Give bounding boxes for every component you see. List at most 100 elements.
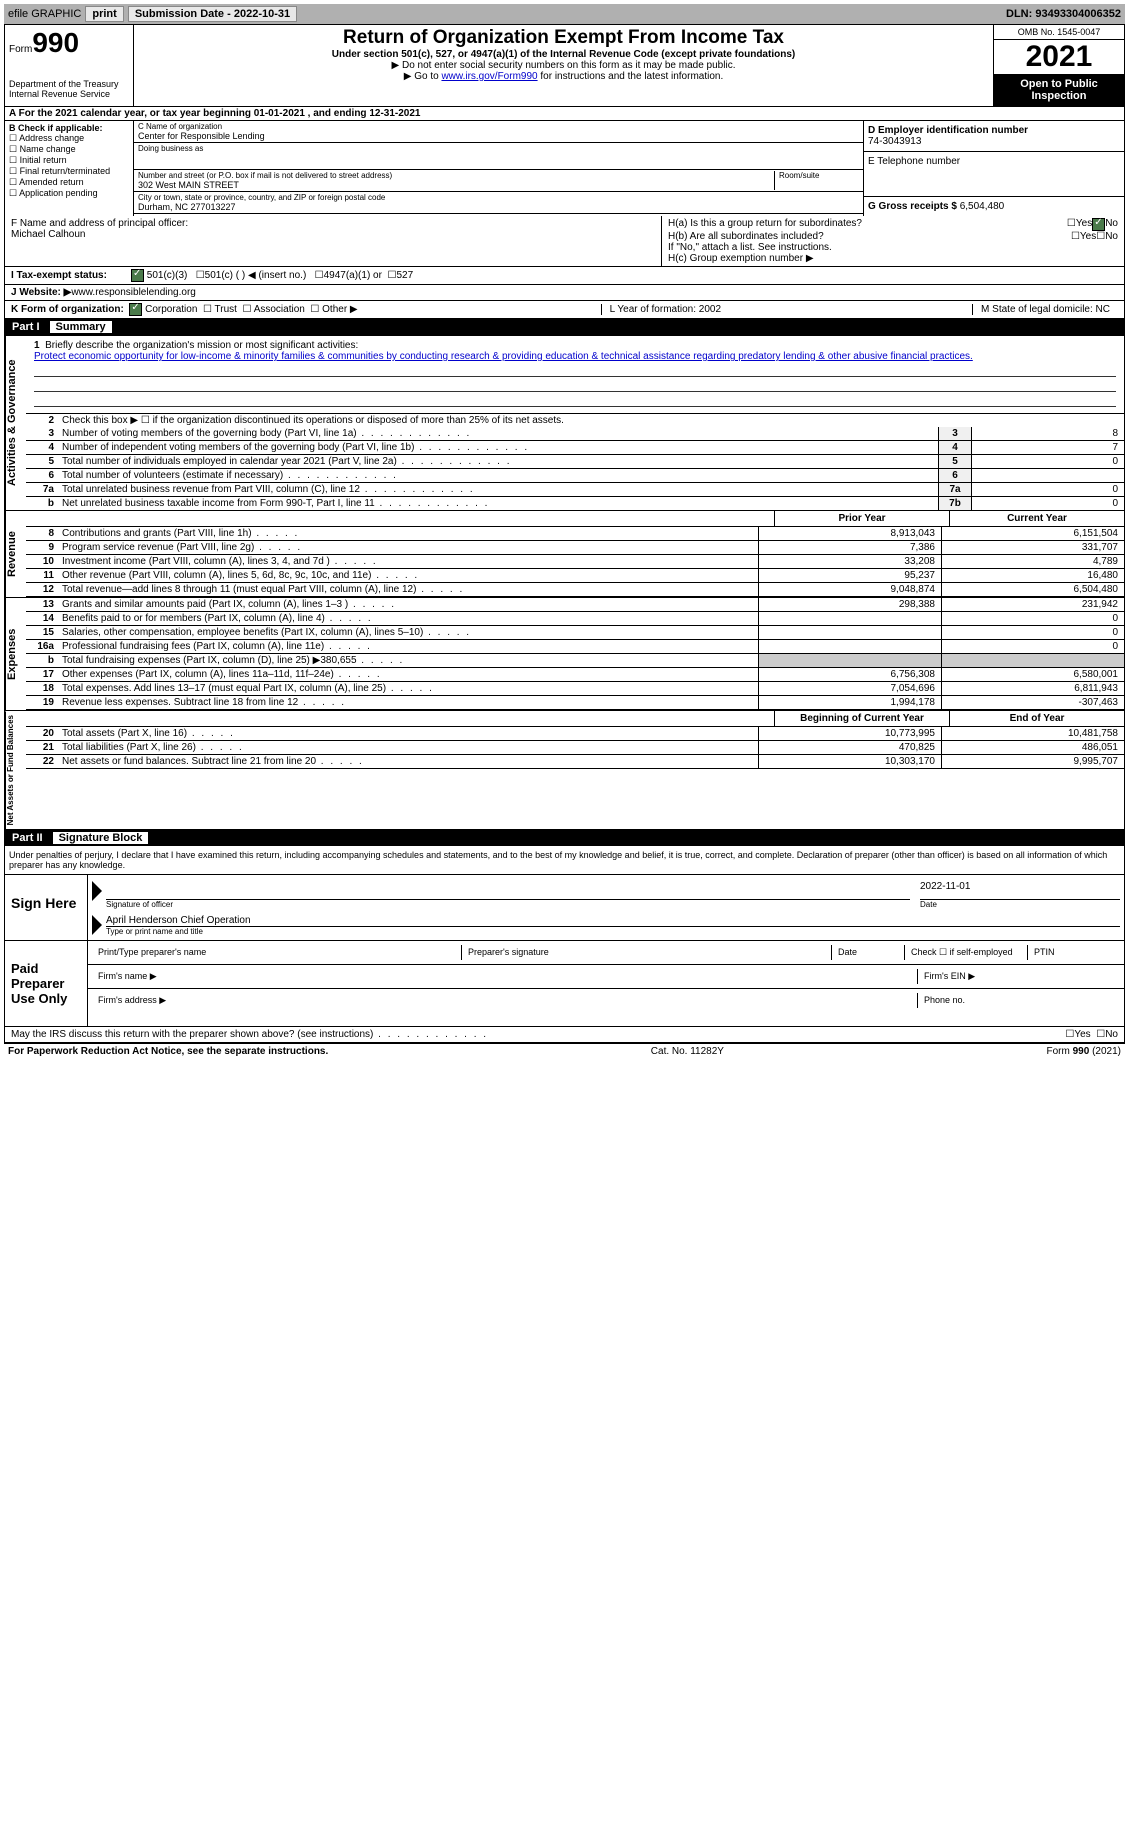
- row-a: A For the 2021 calendar year, or tax yea…: [4, 107, 1125, 121]
- check-amended[interactable]: ☐ Amended return: [9, 177, 129, 188]
- box-c: C Name of organization Center for Respon…: [134, 121, 863, 216]
- irs-label: Internal Revenue Service: [9, 89, 129, 99]
- ssn-note: ▶ Do not enter social security numbers o…: [136, 60, 991, 71]
- corp-check[interactable]: [129, 303, 142, 316]
- gross-receipts: 6,504,480: [960, 201, 1005, 212]
- summary-line: 22Net assets or fund balances. Subtract …: [26, 755, 1124, 769]
- sign-here: Sign Here Signature of officer 2022-11-0…: [4, 874, 1125, 941]
- dept-label: Department of the Treasury: [9, 79, 129, 89]
- form-ref: Form 990 (2021): [1047, 1046, 1121, 1057]
- row-j: J Website: ▶ www.responsiblelending.org: [4, 285, 1125, 301]
- goto-note: ▶ Go to www.irs.gov/Form990 for instruct…: [136, 71, 991, 82]
- self-employed-check[interactable]: Check ☐ if self-employed: [905, 945, 1028, 960]
- line-1: 1 Briefly describe the organization's mi…: [26, 336, 1124, 414]
- box-f: F Name and address of principal officer:…: [5, 216, 661, 266]
- efile-label: efile GRAPHIC: [8, 8, 81, 20]
- sig-name: April Henderson Chief Operation: [106, 915, 1120, 927]
- part1-header: Part I Summary: [4, 319, 1125, 335]
- sig-arrow-icon: [92, 881, 102, 901]
- tab-revenue: Revenue: [5, 511, 26, 597]
- paid-preparer: Paid Preparer Use Only Print/Type prepar…: [4, 941, 1125, 1027]
- irs-link[interactable]: www.irs.gov/Form990: [441, 71, 537, 82]
- firm-name-label: Firm's name ▶: [92, 969, 918, 984]
- firm-addr-label: Firm's address ▶: [92, 993, 918, 1008]
- form-id-box: Form990 Department of the Treasury Inter…: [5, 25, 134, 106]
- summary-line: 5Total number of individuals employed in…: [26, 455, 1124, 469]
- sig-date: 2022-11-01: [920, 881, 1120, 900]
- summary-line: 7aTotal unrelated business revenue from …: [26, 483, 1124, 497]
- section-b-to-g: B Check if applicable: ☐ Address change …: [4, 121, 1125, 216]
- tab-netassets: Net Assets or Fund Balances: [5, 711, 26, 829]
- summary-line: 8Contributions and grants (Part VIII, li…: [26, 527, 1124, 541]
- form-title: Return of Organization Exempt From Incom…: [136, 27, 991, 49]
- 501c3-check[interactable]: [131, 269, 144, 282]
- mission-desc: Protect economic opportunity for low-inc…: [34, 351, 973, 362]
- summary-line: 14Benefits paid to or for members (Part …: [26, 612, 1124, 626]
- open-inspection: Open to Public Inspection: [994, 74, 1124, 106]
- officer-name: Michael Calhoun: [11, 229, 655, 240]
- col-prior: Prior Year: [774, 511, 949, 526]
- prep-date-label: Date: [832, 945, 905, 960]
- summary-line: 16aProfessional fundraising fees (Part I…: [26, 640, 1124, 654]
- check-final[interactable]: ☐ Final return/terminated: [9, 166, 129, 177]
- omb-label: OMB No. 1545-0047: [994, 25, 1124, 40]
- org-city: Durham, NC 277013227: [138, 202, 859, 212]
- phone-label: E Telephone number: [868, 156, 1120, 167]
- sig-officer-label: Signature of officer: [106, 900, 910, 909]
- activities-governance: Activities & Governance 1 Briefly descri…: [4, 335, 1125, 511]
- website-url: www.responsiblelending.org: [71, 287, 196, 298]
- expenses-section: Expenses 13Grants and similar amounts pa…: [4, 598, 1125, 711]
- box-h: H(a) Is this a group return for subordin…: [661, 216, 1124, 266]
- cat-no: Cat. No. 11282Y: [651, 1046, 724, 1057]
- summary-line: 12Total revenue—add lines 8 through 11 (…: [26, 583, 1124, 597]
- summary-line: bTotal fundraising expenses (Part IX, co…: [26, 654, 1124, 668]
- print-button[interactable]: print: [85, 6, 123, 22]
- tab-expenses: Expenses: [5, 598, 26, 710]
- submission-date: Submission Date - 2022-10-31: [128, 6, 297, 22]
- ha-no-check[interactable]: [1092, 218, 1105, 231]
- check-name[interactable]: ☐ Name change: [9, 144, 129, 155]
- summary-line: 18Total expenses. Add lines 13–17 (must …: [26, 682, 1124, 696]
- section-f-h: F Name and address of principal officer:…: [4, 216, 1125, 267]
- box-d-e-g: D Employer identification number 74-3043…: [863, 121, 1124, 216]
- form-header: Form990 Department of the Treasury Inter…: [4, 24, 1125, 107]
- check-address[interactable]: ☐ Address change: [9, 133, 129, 144]
- summary-line: 13Grants and similar amounts paid (Part …: [26, 598, 1124, 612]
- summary-line: 3Number of voting members of the governi…: [26, 427, 1124, 441]
- penalties-text: Under penalties of perjury, I declare th…: [4, 846, 1125, 874]
- phone-no-label: Phone no.: [918, 993, 1120, 1008]
- box-b: B Check if applicable: ☐ Address change …: [5, 121, 134, 216]
- summary-line: 15Salaries, other compensation, employee…: [26, 626, 1124, 640]
- year-box: OMB No. 1545-0047 2021 Open to Public In…: [993, 25, 1124, 106]
- ptin-label: PTIN: [1028, 945, 1120, 960]
- firm-ein-label: Firm's EIN ▶: [918, 969, 1120, 984]
- summary-line: 11Other revenue (Part VIII, column (A), …: [26, 569, 1124, 583]
- part2-header: Part II Signature Block: [4, 830, 1125, 846]
- top-bar: efile GRAPHIC print Submission Date - 20…: [4, 4, 1125, 24]
- org-address: 302 West MAIN STREET: [138, 180, 774, 190]
- col-begin: Beginning of Current Year: [774, 711, 949, 726]
- netassets-section: Net Assets or Fund Balances Beginning of…: [4, 711, 1125, 830]
- discuss-row: May the IRS discuss this return with the…: [4, 1027, 1125, 1043]
- summary-line: 10Investment income (Part VIII, column (…: [26, 555, 1124, 569]
- state-domicile: M State of legal domicile: NC: [972, 304, 1118, 315]
- pra-notice: For Paperwork Reduction Act Notice, see …: [8, 1046, 328, 1057]
- dln: DLN: 93493304006352: [1006, 8, 1121, 20]
- tab-activities: Activities & Governance: [5, 336, 26, 510]
- summary-line: 17Other expenses (Part IX, column (A), l…: [26, 668, 1124, 682]
- check-pending[interactable]: ☐ Application pending: [9, 188, 129, 199]
- row-i: I Tax-exempt status: 501(c)(3) ☐ 501(c) …: [4, 267, 1125, 285]
- footer: For Paperwork Reduction Act Notice, see …: [4, 1043, 1125, 1059]
- year-formation: L Year of formation: 2002: [601, 304, 729, 315]
- summary-line: 6Total number of volunteers (estimate if…: [26, 469, 1124, 483]
- form-title-box: Return of Organization Exempt From Incom…: [134, 25, 993, 106]
- row-k: K Form of organization: Corporation ☐ Tr…: [4, 301, 1125, 319]
- check-initial[interactable]: ☐ Initial return: [9, 155, 129, 166]
- prep-name-label: Print/Type preparer's name: [92, 945, 462, 960]
- form-subtitle: Under section 501(c), 527, or 4947(a)(1)…: [136, 49, 991, 60]
- line-2: Check this box ▶ ☐ if the organization d…: [58, 414, 1124, 427]
- summary-line: bNet unrelated business taxable income f…: [26, 497, 1124, 510]
- summary-line: 4Number of independent voting members of…: [26, 441, 1124, 455]
- summary-line: 21Total liabilities (Part X, line 26)470…: [26, 741, 1124, 755]
- tax-year: 2021: [994, 40, 1124, 74]
